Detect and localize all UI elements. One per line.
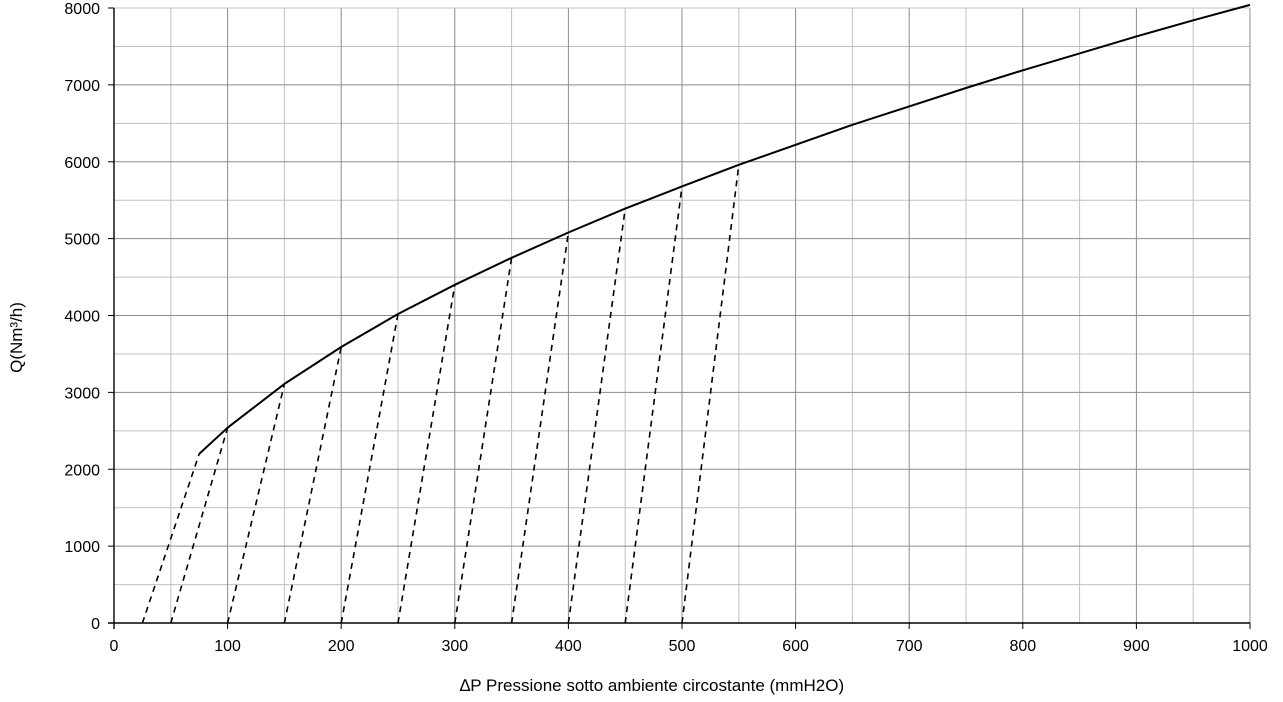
x-tick-label: 1000 xyxy=(1232,638,1268,655)
dashed-line-3 xyxy=(226,383,286,624)
x-tick-labels: 0 100 200 300 400 500 600 700 800 900 1000 xyxy=(110,638,1268,655)
x-tick-label: 900 xyxy=(1123,638,1150,655)
y-tick-label: 7000 xyxy=(64,78,100,95)
dashed-line-5 xyxy=(340,313,399,624)
x-tick-label: 600 xyxy=(782,638,809,655)
x-tick-label: 400 xyxy=(555,638,582,655)
dashed-line-1 xyxy=(141,453,200,624)
dashed-line-6 xyxy=(397,284,456,624)
y-tick-label: 2000 xyxy=(64,462,100,479)
axes xyxy=(108,7,1251,629)
y-tick-label: 5000 xyxy=(64,232,100,249)
y-tick-label: 6000 xyxy=(64,155,100,172)
y-tick-label: 4000 xyxy=(64,309,100,326)
y-axis-title: Q(Nm³/h) xyxy=(7,302,26,373)
series-layer xyxy=(141,3,1251,624)
y-tick-labels: 0 1000 2000 3000 4000 5000 6000 7000 8000 xyxy=(64,1,100,633)
x-tick-label: 100 xyxy=(214,638,241,655)
flow-curve-line xyxy=(198,3,1251,455)
dashed-line-10 xyxy=(624,186,683,624)
y-tick-label: 0 xyxy=(91,616,100,633)
x-tick-label: 300 xyxy=(441,638,468,655)
x-axis-title: ∆P Pressione sotto ambiente circostante … xyxy=(460,676,844,695)
x-tick-label: 200 xyxy=(328,638,355,655)
major-grid xyxy=(114,7,1251,623)
x-tick-label: 0 xyxy=(110,638,119,655)
y-tick-label: 8000 xyxy=(64,1,100,18)
x-tick-label: 700 xyxy=(896,638,923,655)
y-tick-label: 1000 xyxy=(64,539,100,556)
dashed-line-9 xyxy=(567,208,626,624)
x-tick-label: 500 xyxy=(669,638,696,655)
dashed-line-2 xyxy=(170,427,229,624)
y-tick-label: 3000 xyxy=(64,385,100,402)
dashed-line-4 xyxy=(283,346,342,624)
x-tick-label: 800 xyxy=(1009,638,1036,655)
